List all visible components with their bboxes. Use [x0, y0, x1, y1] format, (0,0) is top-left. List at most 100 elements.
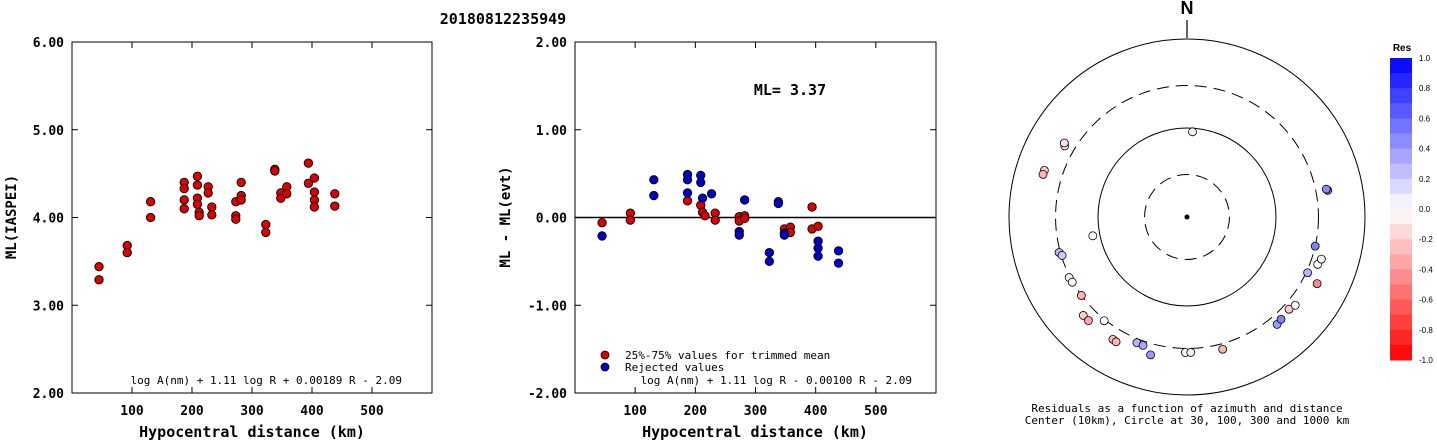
x-tick-label: 500: [360, 404, 384, 419]
data-point: [145, 212, 156, 223]
colorbar-cell: [1390, 148, 1412, 165]
data-point: [270, 166, 280, 176]
data-point: [309, 187, 320, 197]
plot1-points: [94, 158, 340, 285]
data-point: [282, 189, 292, 199]
colorbar-tick-label: -1.0: [1419, 356, 1433, 365]
figure-title: 20180812235949: [440, 10, 566, 28]
data-point: [203, 188, 213, 198]
colorbar-tick-label: -0.2: [1419, 235, 1433, 244]
data-point: [303, 178, 314, 188]
x-tick-label: 200: [684, 404, 708, 419]
data-point: [682, 188, 693, 198]
station-point: [1088, 231, 1098, 241]
data-point: [122, 247, 132, 258]
data-point: [145, 197, 156, 207]
station-point: [1310, 241, 1320, 251]
plot1-x-axis-label: Hypocentral distance (km): [139, 423, 365, 441]
data-point: [773, 198, 784, 209]
colorbar-cell: [1390, 133, 1412, 150]
colorbar-cell: [1390, 269, 1412, 285]
colorbar-cell: [1390, 118, 1412, 134]
x-tick-label: 400: [300, 404, 324, 419]
polar-caption-line1: Residuals as a function of azimuth and d…: [1031, 402, 1342, 415]
colorbar-cell: [1390, 314, 1412, 331]
data-point: [706, 189, 717, 199]
station-point: [1303, 268, 1313, 278]
data-point: [740, 213, 750, 224]
polar-caption-line2: Center (10km), Circle at 30, 100, 300 an…: [1025, 414, 1350, 427]
colorbar-ticks: 1.0 0.8 0.6 0.4 0.2 0.0 -0.2 -0.4 -0.6 -0.8 -1.0: [1419, 54, 1433, 365]
colorbar-cell: [1390, 239, 1412, 255]
x-tick-label: 100: [623, 404, 647, 419]
station-point: [1111, 337, 1121, 347]
y-tick-label: 1.00: [536, 124, 567, 139]
y-tick-label: -2.00: [528, 387, 567, 402]
colorbar-cell: [1390, 299, 1412, 316]
data-point: [682, 175, 693, 185]
colorbar-cell: [1390, 344, 1412, 361]
colorbar-cell: [1390, 58, 1412, 74]
data-point: [179, 183, 189, 194]
data-point: [813, 221, 823, 231]
data-point: [813, 243, 823, 253]
station-residual-points: [1038, 127, 1333, 360]
data-point: [309, 202, 320, 212]
data-point: [231, 214, 241, 224]
data-point: [192, 171, 203, 181]
station-point: [1138, 341, 1148, 350]
plot2-x-axis-label: Hypocentral distance (km): [642, 423, 868, 441]
legend-trimmed-mean-label: 25%-75% values for trimmed mean: [625, 349, 830, 362]
colorbar-tick-label: 0.4: [1419, 145, 1431, 154]
data-point: [179, 195, 189, 205]
station-point: [1321, 184, 1331, 194]
x-tick-label: 500: [864, 404, 888, 419]
data-point: [236, 195, 246, 205]
colorbar-cell: [1390, 329, 1412, 346]
data-point: [261, 219, 271, 230]
ring-300km: [1055, 85, 1319, 349]
legend-trimmed-mean-marker: [600, 350, 610, 360]
data-point: [833, 246, 844, 256]
data-point: [194, 211, 204, 221]
data-point: [309, 173, 320, 183]
data-point: [303, 158, 314, 168]
data-point: [625, 215, 636, 225]
ml-annotation: ML= 3.37: [754, 81, 826, 99]
center-dot: [1184, 214, 1190, 220]
colorbar-tick-label: 1.0: [1419, 54, 1431, 63]
data-point: [179, 204, 189, 214]
legend-rejected-label: Rejected values: [625, 361, 724, 374]
azimuth-residual-panel: N Residuals as a function of azimuth and…: [1008, 0, 1366, 427]
station-point: [1076, 291, 1086, 300]
data-point: [813, 251, 823, 261]
data-point: [764, 256, 774, 267]
data-point: [833, 258, 844, 268]
residual-vs-distance-panel: 100 200 300 400 500 -2.00 -1.00 0.00 1.00 2.00 ML…: [498, 36, 937, 441]
station-point: [1218, 344, 1228, 354]
colorbar-tick-label: 0.8: [1419, 84, 1431, 93]
plot2-axes: 100 200 300 400 500 -2.00 -1.00 0.00 1.00 2.00: [528, 36, 936, 419]
data-point: [236, 177, 246, 188]
data-point: [764, 247, 774, 258]
legend-rejected-marker: [600, 362, 610, 372]
colorbar-cell: [1390, 193, 1412, 210]
x-tick-label: 100: [120, 404, 144, 419]
plot1-frame: [71, 41, 433, 394]
magnitude-vs-distance-panel: 100 200 300 400 500 2.00 3.00 4.00 5.00 6.00 log …: [4, 36, 433, 441]
colorbar-tick-label: 0.2: [1419, 175, 1431, 184]
x-tick-label: 300: [240, 404, 264, 419]
colorbar-cell: [1390, 88, 1412, 104]
distance-rings: [1008, 38, 1366, 396]
data-point: [682, 196, 693, 206]
station-point: [1067, 277, 1077, 287]
data-point: [710, 215, 720, 225]
data-point: [807, 202, 817, 212]
colorbar-tick-label: 0.6: [1419, 114, 1431, 123]
data-point: [261, 227, 271, 238]
x-tick-label: 200: [180, 404, 204, 419]
plot2-formula: log A(nm) + 1.11 log R - 0.00100 R - 2.0…: [640, 374, 912, 387]
station-point: [1078, 311, 1088, 320]
station-point: [1038, 169, 1048, 179]
colorbar-cell: [1390, 209, 1412, 225]
